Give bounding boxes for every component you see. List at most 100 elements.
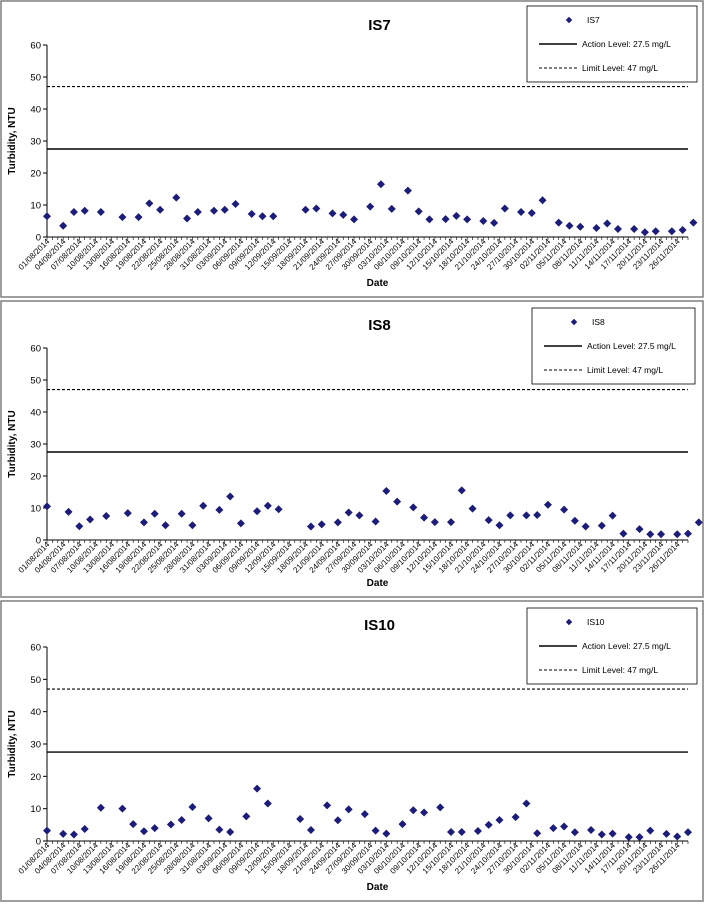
y-tick-label: 10: [30, 504, 41, 515]
data-point: [560, 505, 569, 514]
data-point: [69, 830, 78, 839]
legend-label: Limit Level: 47 mg/L: [587, 365, 663, 375]
data-point: [560, 822, 569, 831]
data-point: [576, 222, 585, 231]
data-point: [382, 829, 391, 838]
legend-label: IS10: [587, 617, 605, 627]
data-point: [446, 518, 455, 527]
y-tick-label: 20: [30, 772, 41, 783]
data-point: [630, 225, 639, 233]
data-point: [565, 221, 574, 230]
data-point: [479, 217, 488, 225]
data-point: [344, 508, 353, 517]
data-point: [226, 827, 235, 836]
x-axis-label: Date: [367, 578, 389, 589]
data-point: [102, 512, 111, 520]
data-point: [86, 515, 95, 524]
y-tick-label: 50: [30, 675, 41, 686]
legend-label: IS8: [592, 317, 605, 327]
data-point: [96, 208, 105, 217]
data-point: [339, 210, 348, 219]
y-tick-label: 40: [30, 105, 41, 116]
y-tick-label: 10: [30, 201, 41, 212]
chart-title: IS8: [368, 317, 391, 334]
data-point: [484, 516, 493, 525]
data-point: [484, 820, 493, 829]
data-point: [527, 209, 536, 217]
legend-marker: [565, 16, 573, 24]
data-point: [80, 825, 89, 834]
y-tick-label: 30: [30, 740, 41, 751]
data-point: [420, 808, 429, 817]
data-point: [64, 507, 73, 516]
data-point: [393, 497, 402, 506]
data-point: [226, 492, 235, 501]
data-point: [43, 826, 51, 835]
data-point: [263, 799, 272, 808]
legend-label: Limit Level: 47 mg/L: [582, 665, 658, 675]
legend-label: IS7: [587, 15, 600, 25]
legend-marker: [570, 318, 578, 326]
chart-title: IS7: [368, 17, 391, 34]
data-point: [263, 501, 272, 510]
data-point: [543, 500, 552, 509]
data-point: [134, 213, 143, 222]
data-point: [312, 204, 321, 213]
data-point: [253, 784, 262, 793]
data-point: [587, 826, 596, 835]
data-point: [414, 207, 423, 216]
data-point: [360, 810, 369, 819]
data-point: [581, 522, 590, 531]
data-point: [473, 826, 482, 835]
legend-marker: [565, 618, 573, 626]
data-point: [333, 816, 342, 825]
data-point: [43, 212, 51, 221]
data-point: [215, 505, 224, 514]
data-point: [118, 804, 127, 813]
data-point: [236, 519, 245, 528]
data-point: [242, 812, 251, 821]
data-point: [75, 522, 84, 531]
data-point: [177, 509, 186, 518]
data-point: [430, 518, 439, 527]
y-tick-label: 40: [30, 707, 41, 718]
data-point: [139, 518, 148, 527]
y-tick-label: 0: [36, 233, 41, 244]
y-tick-label: 0: [36, 536, 41, 547]
y-tick-label: 50: [30, 73, 41, 84]
data-point: [204, 814, 213, 823]
data-point: [371, 517, 380, 526]
data-point: [684, 529, 692, 538]
data-point: [517, 208, 526, 217]
data-point: [306, 826, 315, 835]
data-point: [500, 204, 509, 213]
data-point: [209, 206, 218, 215]
data-point: [296, 815, 305, 824]
data-point: [231, 200, 240, 209]
data-point: [123, 509, 132, 518]
y-tick-label: 0: [36, 837, 41, 848]
data-point: [549, 824, 558, 833]
data-point: [495, 815, 504, 824]
chart-panel-2: IS10 0 10 20 30 40 50 60 01/08/2014 04/08/2014 07/…: [0, 600, 704, 902]
data-point: [667, 227, 676, 236]
data-point: [161, 521, 170, 530]
data-point: [166, 820, 175, 829]
data-point: [646, 826, 655, 835]
data-point: [603, 219, 612, 228]
data-point: [457, 486, 466, 495]
chart-svg: IS10010203040506001/08/201404/08/201407/…: [0, 600, 704, 902]
data-point: [317, 520, 326, 529]
data-point: [350, 215, 359, 224]
data-point: [387, 204, 396, 213]
data-point: [59, 221, 68, 230]
data-point: [646, 530, 655, 539]
data-point: [420, 513, 429, 522]
data-point: [355, 511, 364, 520]
data-point: [409, 503, 418, 512]
y-axis-label: Turbidity, NTU: [7, 710, 18, 777]
data-point: [382, 487, 391, 496]
y-tick-label: 10: [30, 804, 41, 815]
data-point: [608, 511, 617, 520]
data-point: [403, 186, 412, 195]
